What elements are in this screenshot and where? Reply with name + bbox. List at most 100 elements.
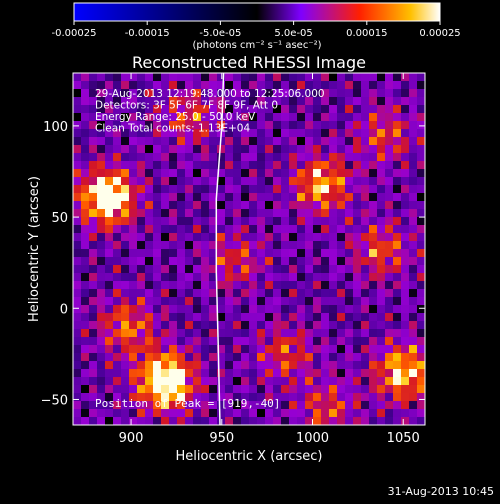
heatmap-cell bbox=[73, 249, 82, 258]
heatmap-cell bbox=[305, 401, 314, 410]
heatmap-cell bbox=[121, 369, 130, 378]
heatmap-cell bbox=[121, 201, 130, 210]
heatmap-cell bbox=[97, 233, 106, 242]
heatmap-cell bbox=[161, 121, 170, 130]
heatmap-cell bbox=[257, 169, 266, 178]
heatmap-cell bbox=[257, 361, 266, 370]
heatmap-cell bbox=[145, 145, 154, 154]
heatmap-cell bbox=[313, 257, 322, 266]
heatmap-cell bbox=[265, 401, 274, 410]
heatmap-cell bbox=[305, 257, 314, 266]
heatmap-cell bbox=[169, 281, 178, 290]
heatmap-cell bbox=[217, 185, 226, 194]
heatmap-cell bbox=[265, 113, 274, 122]
heatmap-cell bbox=[193, 105, 202, 114]
heatmap-cell bbox=[193, 145, 202, 154]
heatmap-cell bbox=[377, 401, 386, 410]
heatmap-cell bbox=[137, 177, 146, 186]
heatmap-cell bbox=[297, 233, 306, 242]
heatmap-cell bbox=[241, 73, 250, 82]
heatmap-cell bbox=[401, 153, 410, 162]
heatmap-cell bbox=[169, 217, 178, 226]
heatmap-cell bbox=[273, 241, 282, 250]
y-tick-label: 100 bbox=[43, 120, 68, 135]
heatmap-cell bbox=[393, 137, 402, 146]
heatmap-cell bbox=[361, 97, 370, 106]
heatmap-cell bbox=[281, 105, 290, 114]
heatmap-cell bbox=[193, 345, 202, 354]
heatmap-cell bbox=[153, 289, 162, 298]
heatmap-cell bbox=[297, 377, 306, 386]
heatmap-cell bbox=[377, 337, 386, 346]
heatmap-cell bbox=[153, 345, 162, 354]
heatmap-cell bbox=[409, 297, 418, 306]
heatmap-cell bbox=[393, 105, 402, 114]
heatmap-cell bbox=[145, 289, 154, 298]
heatmap-cell bbox=[185, 105, 194, 114]
heatmap-cell bbox=[337, 393, 346, 402]
heatmap-cell bbox=[161, 217, 170, 226]
heatmap-cell bbox=[217, 321, 226, 330]
heatmap-cell bbox=[177, 233, 186, 242]
heatmap-cell bbox=[385, 73, 394, 82]
heatmap-cell bbox=[369, 105, 378, 114]
heatmap-cell bbox=[153, 369, 162, 378]
heatmap-cell bbox=[417, 257, 425, 266]
heatmap-cell bbox=[201, 305, 210, 314]
heatmap-cell bbox=[249, 233, 258, 242]
heatmap-cell bbox=[129, 409, 138, 418]
heatmap-cell bbox=[249, 177, 258, 186]
heatmap-cell bbox=[81, 345, 90, 354]
heatmap-cell bbox=[169, 177, 178, 186]
heatmap-cell bbox=[201, 361, 210, 370]
heatmap-cell bbox=[225, 241, 234, 250]
heatmap-cell bbox=[281, 289, 290, 298]
heatmap-cell bbox=[169, 225, 178, 234]
heatmap-cell bbox=[361, 377, 370, 386]
heatmap-cell bbox=[305, 193, 314, 202]
heatmap-cell bbox=[145, 73, 154, 82]
heatmap-cell bbox=[105, 345, 114, 354]
heatmap-cell bbox=[169, 121, 178, 130]
annotation-line: 29-Aug-2013 12:19:48.000 to 12:25:06.000 bbox=[95, 88, 325, 100]
heatmap-cell bbox=[281, 265, 290, 274]
heatmap-cell bbox=[377, 297, 386, 306]
heatmap-cell bbox=[121, 177, 130, 186]
heatmap-cell bbox=[369, 177, 378, 186]
heatmap-cell bbox=[265, 265, 274, 274]
heatmap-cell bbox=[209, 121, 218, 130]
heatmap-cell bbox=[337, 249, 346, 258]
heatmap-cell bbox=[305, 329, 314, 338]
heatmap-cell bbox=[385, 129, 394, 138]
heatmap-cell bbox=[193, 225, 202, 234]
heatmap-cell bbox=[73, 241, 82, 250]
heatmap-cell bbox=[217, 193, 226, 202]
heatmap-cell bbox=[97, 169, 106, 178]
heatmap-cell bbox=[393, 241, 402, 250]
heatmap-cell bbox=[345, 353, 354, 362]
heatmap-cell bbox=[225, 225, 234, 234]
heatmap-cell bbox=[169, 409, 178, 418]
heatmap-cell bbox=[105, 417, 114, 425]
heatmap-cell bbox=[185, 241, 194, 250]
heatmap-cell bbox=[121, 137, 130, 146]
heatmap-cell bbox=[417, 217, 425, 226]
heatmap-cell bbox=[161, 137, 170, 146]
heatmap-cell bbox=[233, 393, 242, 402]
plot-frame bbox=[72, 72, 426, 426]
heatmap-cell bbox=[393, 345, 402, 354]
heatmap-cell bbox=[153, 273, 162, 282]
heatmap-cell bbox=[417, 241, 425, 250]
heatmap-cell bbox=[361, 281, 370, 290]
heatmap-cell bbox=[185, 417, 194, 425]
heatmap-cell bbox=[281, 329, 290, 338]
heatmap-cell bbox=[297, 369, 306, 378]
heatmap-cell bbox=[385, 385, 394, 394]
heatmap-cell bbox=[145, 393, 154, 402]
heatmap-cell bbox=[393, 217, 402, 226]
heatmap-cell bbox=[313, 153, 322, 162]
heatmap-cell bbox=[265, 121, 274, 130]
heatmap-cell bbox=[273, 345, 282, 354]
heatmap-cell bbox=[377, 81, 386, 90]
heatmap-cell bbox=[281, 353, 290, 362]
